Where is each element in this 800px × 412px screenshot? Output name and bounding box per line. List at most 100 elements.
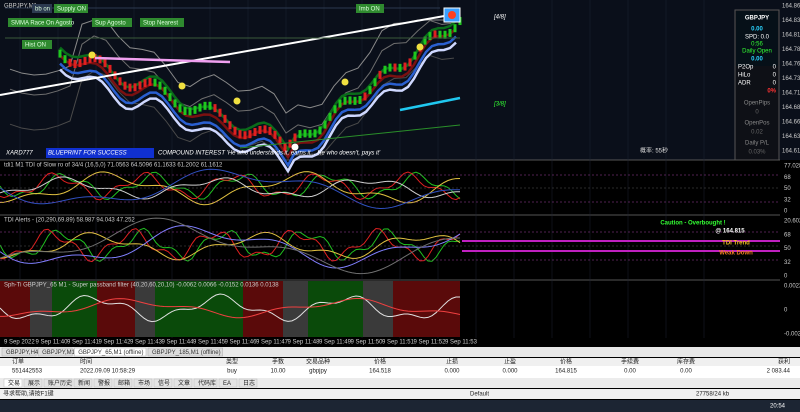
oscillator-line bbox=[0, 228, 461, 263]
terminal-tab[interactable] bbox=[133, 378, 153, 388]
candle bbox=[193, 105, 197, 114]
candle bbox=[408, 58, 412, 67]
time-tick-label: 9 Sep 11:52 bbox=[414, 340, 447, 346]
terminal-tab[interactable] bbox=[153, 378, 173, 388]
info-spread: SPD: 0.0 bbox=[745, 35, 770, 41]
candle bbox=[118, 77, 122, 86]
candle bbox=[293, 133, 297, 142]
terminal-tab[interactable] bbox=[23, 378, 43, 388]
button-label: bb on bbox=[35, 6, 50, 12]
table-cell: 164.815 bbox=[555, 369, 577, 375]
candle bbox=[398, 63, 402, 72]
terminal-tab[interactable] bbox=[93, 378, 113, 388]
swing-marker bbox=[178, 82, 186, 90]
oscillator-line bbox=[0, 293, 461, 323]
indicator-button[interactable] bbox=[22, 40, 52, 49]
indicator-axis-label: -0.0022 bbox=[784, 332, 800, 338]
table-cell: 164.518 bbox=[369, 369, 391, 375]
candle bbox=[168, 93, 172, 102]
terminal-tabs bbox=[0, 378, 800, 388]
symbol-tab: GBPJPY,M1 bbox=[4, 4, 38, 10]
terminal-tab[interactable] bbox=[113, 378, 133, 388]
candle bbox=[303, 129, 307, 138]
banner-brand: XARD777 bbox=[5, 151, 33, 157]
indicator-label: Sph-Ti GBPJPY_65 M1 - Super passband fil… bbox=[4, 283, 279, 289]
info-label: Daily Open bbox=[742, 49, 772, 55]
terminal-tab[interactable] bbox=[3, 378, 23, 388]
indicator-axis-label: 0 bbox=[784, 308, 788, 314]
oscillator-line bbox=[0, 227, 461, 262]
chart-tab[interactable] bbox=[147, 347, 223, 357]
info-label: ADR bbox=[738, 81, 751, 87]
indicator-axis-label: 77.0285 bbox=[784, 164, 800, 170]
filter-band bbox=[135, 281, 155, 337]
cloud-line bbox=[9, 19, 454, 114]
candle bbox=[298, 130, 302, 139]
terminal-tab-label: 代码库 bbox=[198, 379, 216, 387]
candle bbox=[358, 96, 362, 105]
table-cell: 0.00 bbox=[680, 369, 692, 375]
swing-marker bbox=[341, 78, 349, 86]
candle bbox=[68, 58, 72, 67]
info-value: 0.00 bbox=[751, 57, 763, 63]
indicator-button[interactable] bbox=[92, 18, 132, 27]
chart-tab[interactable] bbox=[1, 347, 37, 357]
indicator-button[interactable] bbox=[356, 4, 384, 13]
trend-line bbox=[0, 14, 451, 96]
time-tick-label: 9 Sep 11:50 bbox=[351, 340, 384, 346]
table-cell: gbpjpy bbox=[309, 369, 327, 375]
filter-band bbox=[97, 281, 135, 337]
candle bbox=[413, 51, 417, 60]
indicator-button[interactable] bbox=[32, 4, 52, 13]
filter-band bbox=[283, 281, 308, 337]
candle bbox=[318, 126, 322, 135]
table-header-cell: 止损 bbox=[446, 358, 458, 366]
candle bbox=[203, 101, 207, 110]
indicator-axis-label: 20.6022 bbox=[784, 219, 800, 225]
terminal-tab[interactable] bbox=[173, 378, 193, 388]
terminal-tab[interactable] bbox=[238, 378, 258, 388]
candle bbox=[263, 125, 267, 134]
indicator-button[interactable] bbox=[54, 4, 88, 13]
terminal-tab[interactable] bbox=[73, 378, 93, 388]
time-tick-label: 9 Sep 11:53 bbox=[445, 340, 478, 346]
chart-tab-label: GBPJPY_65,M1 (offline) bbox=[78, 350, 143, 356]
table-header-cell: 库存费 bbox=[677, 358, 695, 366]
candle bbox=[58, 49, 62, 58]
chart-tab[interactable] bbox=[73, 347, 147, 357]
info-percent: 0% bbox=[767, 89, 776, 95]
candle bbox=[288, 139, 292, 148]
indicator-button[interactable] bbox=[140, 18, 184, 27]
swing-marker bbox=[291, 143, 299, 151]
indicator-button[interactable] bbox=[8, 18, 72, 27]
price-alert-dot bbox=[448, 11, 456, 19]
terminal-tab[interactable] bbox=[43, 378, 73, 388]
filter-band bbox=[0, 281, 30, 337]
oscillator-line bbox=[0, 171, 461, 201]
terminal-tab-label: 日志 bbox=[243, 379, 255, 387]
candle bbox=[233, 126, 237, 135]
candle bbox=[338, 99, 342, 108]
terminal-tab[interactable] bbox=[193, 378, 218, 388]
chart-tab-label: GBPJPY_185,M1 (offline) bbox=[152, 350, 221, 356]
table-header-cell: 价格 bbox=[374, 358, 386, 366]
time-tick-label: 9 Sep 11:40 bbox=[36, 340, 69, 346]
terminal-tab-label: 新闻 bbox=[78, 379, 90, 387]
chart-tab[interactable] bbox=[37, 347, 73, 357]
candle bbox=[378, 70, 382, 79]
candle bbox=[128, 83, 132, 92]
tdi-highlight bbox=[462, 250, 780, 252]
price-tick-label: 164.660 bbox=[782, 120, 800, 126]
terminal-tab[interactable] bbox=[218, 378, 238, 388]
table-header-cell: 获利 bbox=[778, 358, 790, 366]
indicator-axis-label: 50 bbox=[784, 186, 791, 192]
info-label: OpenPos bbox=[744, 121, 769, 127]
table-header-cell: 时间 bbox=[80, 358, 92, 366]
oscillator-line bbox=[0, 217, 461, 275]
indicator-label: TDI Alerts - (20,290,69.89) 58.987 94.04… bbox=[4, 218, 135, 224]
info-value: 0.02 bbox=[751, 130, 763, 136]
price-tick-label: 164.785 bbox=[782, 47, 800, 53]
status-bar bbox=[0, 389, 800, 399]
candle bbox=[148, 77, 152, 86]
indicator-axis-label: 0 bbox=[784, 274, 788, 280]
